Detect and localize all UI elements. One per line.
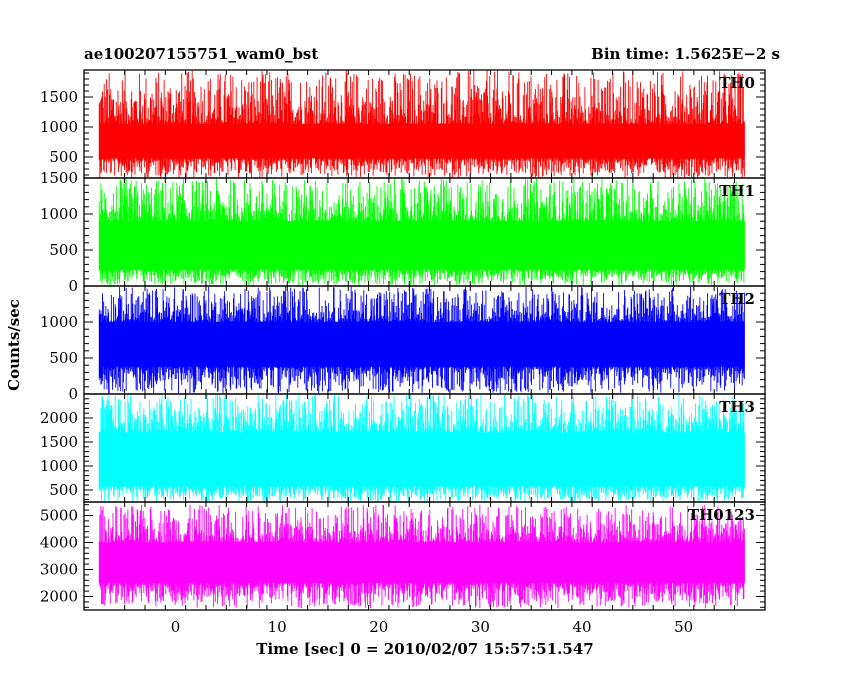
y-tick-label: 1000 [40, 313, 78, 331]
panel-frame [83, 501, 766, 611]
x-tick-label: 50 [674, 618, 693, 636]
chart-title-right: Bin time: 1.5625E−2 s [591, 45, 780, 63]
y-tick-label: 500 [49, 349, 78, 367]
x-axis-label: Time [sec] 0 = 2010/02/07 15:57:51.547 [256, 640, 593, 658]
y-tick-label: 2000 [40, 409, 78, 427]
panel-label: TH0123 [688, 506, 755, 524]
y-tick-label: 1000 [40, 457, 78, 475]
chart-title-left: ae100207155751_wam0_bst [84, 45, 318, 63]
series-core-th0 [99, 125, 745, 158]
x-tick-label: 30 [471, 618, 490, 636]
y-tick-label: 3000 [40, 561, 78, 579]
panel-th2: 0 500 1000 TH2 [40, 285, 766, 403]
y-tick-label: 500 [49, 481, 78, 499]
panel-th3: 500 1000 1500 2000 TH3 [40, 393, 766, 503]
panel-label: TH1 [719, 182, 755, 200]
y-tick-label: 0 [68, 277, 78, 295]
series-th0 [98, 70, 745, 178]
y-tick-label: 1500 [40, 88, 78, 106]
panel-label: TH3 [719, 398, 755, 416]
panel-label: TH2 [719, 290, 755, 308]
x-tick-label: 10 [268, 618, 287, 636]
panel-th0123: 2000 3000 4000 5000 TH0123 [40, 501, 766, 611]
y-tick-label: 2000 [40, 588, 78, 606]
y-tick-label: 4000 [40, 534, 78, 552]
panels-group: 50010001500TH0050010001500TH105001000TH2… [40, 69, 766, 636]
panel-th1: 0 500 1000 1500 TH1 [40, 169, 766, 295]
y-tick-label: 500 [49, 148, 78, 166]
y-axis-label: Counts/sec [5, 299, 23, 391]
y-tick-label: 500 [49, 241, 78, 259]
y-tick-label: 5000 [40, 507, 78, 525]
x-tick-label: 20 [369, 618, 388, 636]
series-core-th3 [99, 434, 745, 486]
x-tick-label: 0 [171, 618, 181, 636]
series-core-th0123 [99, 544, 745, 582]
y-tick-label: 1000 [40, 205, 78, 223]
series-core-th2 [99, 323, 745, 367]
y-tick-label: 1500 [40, 169, 78, 187]
y-tick-label: 0 [68, 385, 78, 403]
series-core-th1 [99, 222, 745, 270]
x-tick-label: 40 [572, 618, 591, 636]
y-tick-label: 1000 [40, 118, 78, 136]
panel-th0: 500 1000 1500 TH0 [40, 69, 766, 179]
panel-label: TH0 [719, 74, 755, 92]
y-tick-label: 1500 [40, 433, 78, 451]
